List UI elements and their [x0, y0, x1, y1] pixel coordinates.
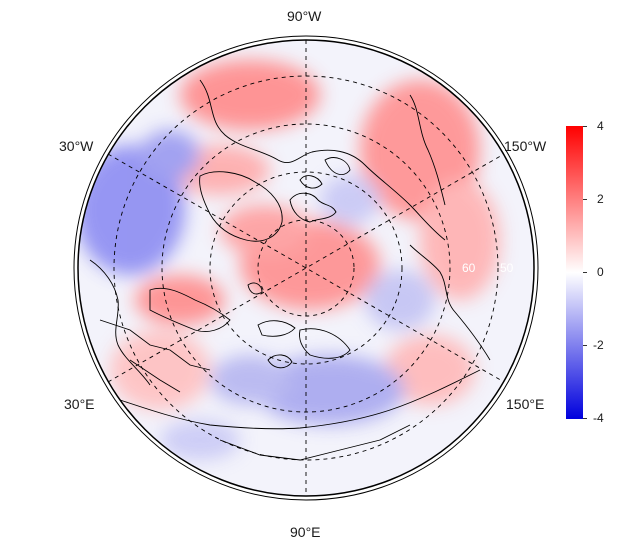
- lon-label-lower-right: 150°E: [506, 396, 545, 412]
- colorbar: [566, 126, 583, 419]
- anomaly-field: [78, 40, 534, 496]
- lon-label-bottom: 90°E: [290, 524, 321, 540]
- lon-label-lower-left: 30°E: [64, 396, 95, 412]
- colorbar-tick-2: 2: [597, 192, 604, 206]
- graticule: [107, 40, 505, 496]
- colorbar-tick-4: 4: [597, 119, 604, 133]
- inner-circle-label-50: 50: [500, 261, 514, 275]
- colorbar-tick-0: 0: [597, 265, 604, 279]
- colorbar-tick-neg4: -4: [593, 411, 604, 425]
- colorbar-tick-neg2: -2: [593, 338, 604, 352]
- lon-label-upper-left: 30°W: [59, 138, 94, 154]
- lon-label-upper-right: 150°W: [504, 138, 547, 154]
- inner-circle-label-60: 60: [462, 261, 476, 275]
- lon-label-top: 90°W: [287, 8, 322, 24]
